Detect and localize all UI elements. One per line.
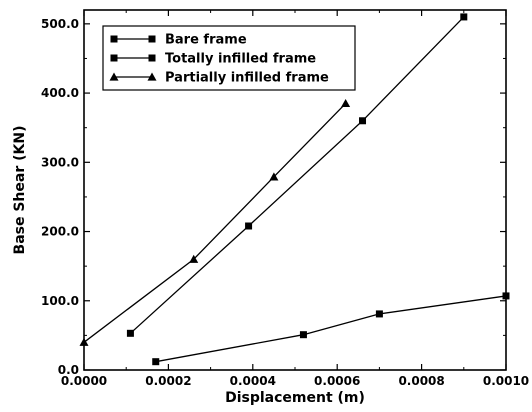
legend-marker [148, 54, 156, 62]
x-tick-label: 0.0004 [230, 374, 276, 388]
y-tick-label: 500.0 [41, 17, 79, 31]
data-point [79, 337, 89, 346]
legend-marker [109, 72, 119, 81]
data-point [299, 331, 307, 339]
axes-layer: 0.0000 0.0002 0.0004 0.0006 0.0008 0.0010 0.0 1… [41, 9, 529, 388]
x-tick-label: 0.0008 [398, 374, 444, 388]
y-tick-label: 400.0 [41, 86, 79, 100]
data-point [126, 329, 134, 337]
legend-entry-totally-infilled-frame: Totally infilled frame [110, 52, 316, 67]
legend-marker [148, 35, 156, 43]
data-point [460, 13, 468, 21]
legend-marker [110, 54, 118, 62]
data-point [359, 117, 367, 125]
y-tick-label: 300.0 [41, 155, 79, 169]
y-tick-label: 200.0 [41, 225, 79, 239]
series-partially-infilled-frame [79, 98, 351, 346]
data-point [152, 358, 160, 366]
data-point [341, 98, 351, 108]
legend-label: Totally infilled frame [165, 52, 316, 67]
legend: Bare frame Totally infilled frame Partiall… [102, 25, 356, 91]
x-tick-label: 0.0006 [314, 374, 360, 388]
x-tick-label: 0.0002 [145, 374, 191, 388]
legend-marker [110, 35, 118, 43]
data-point [189, 254, 199, 263]
y-tick-label: 100.0 [41, 294, 79, 308]
x-tick-label: 0.0010 [483, 374, 529, 388]
y-axis-title: Base Shear (KN) [12, 126, 28, 255]
series-line [155, 295, 507, 363]
legend-marker [147, 72, 157, 81]
series-line [83, 103, 347, 343]
data-point [245, 222, 253, 230]
series-bare-frame [152, 292, 510, 366]
data-point [375, 310, 383, 318]
x-axis-title: Displacement (m) [225, 390, 365, 406]
legend-label: Partially infilled frame [165, 71, 329, 86]
legend-entry-partially-infilled-frame: Partially infilled frame [109, 71, 329, 86]
series-layer [79, 13, 510, 366]
y-tick-label: 0.0 [58, 363, 79, 377]
data-point [502, 292, 510, 300]
legend-label: Bare frame [165, 33, 247, 48]
legend-entry-bare-frame: Bare frame [110, 33, 247, 48]
series-line [129, 16, 465, 334]
data-point [269, 172, 279, 181]
x-tick-label: 0.0000 [61, 374, 107, 388]
series-totally-infilled-frame [126, 13, 468, 337]
